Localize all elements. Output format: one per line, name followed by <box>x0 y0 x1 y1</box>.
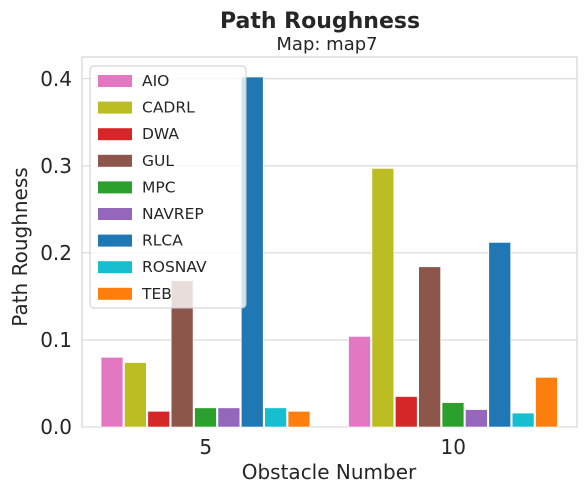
bar-dwa-10 <box>395 396 418 428</box>
bar-navrep-10 <box>465 409 488 428</box>
y-tick-label: 0.1 <box>40 328 72 352</box>
chart-subtitle: Map: map7 <box>276 34 377 55</box>
bar-aio-5 <box>100 357 124 428</box>
legend-swatch-mpc <box>98 181 132 194</box>
bar-mpc-5 <box>194 407 217 428</box>
bar-teb-5 <box>287 411 311 428</box>
bar-mpc-10 <box>441 402 465 428</box>
legend-swatch-gul <box>98 154 132 167</box>
x-tick-label: 10 <box>441 435 466 459</box>
legend-box <box>89 65 247 309</box>
chart-title: Path Roughness <box>220 9 420 34</box>
legend-swatch-aio <box>98 75 132 87</box>
legend-label-gul: GUL <box>142 152 174 170</box>
bar-rlca-10 <box>488 242 511 428</box>
bar-cadrl-10 <box>371 168 395 428</box>
bar-navrep-5 <box>217 407 241 428</box>
legend-swatch-navrep <box>98 208 132 220</box>
legend-label-dwa: DWA <box>142 125 179 143</box>
y-axis-label: Path Roughness <box>8 167 32 326</box>
legend-label-mpc: MPC <box>142 178 176 196</box>
legend-swatch-rlca <box>98 234 132 247</box>
x-tick-label: 5 <box>199 435 212 459</box>
y-tick-label: 0.4 <box>40 67 72 91</box>
legend-label-aio: AIO <box>142 72 169 90</box>
legend-label-teb: TEB <box>141 285 172 303</box>
legend-swatch-rosnav <box>98 261 132 274</box>
bar-gul-10 <box>418 266 441 428</box>
legend-label-cadrl: CADRL <box>142 99 195 117</box>
bar-dwa-5 <box>147 411 170 428</box>
y-tick-label: 0.0 <box>40 415 72 439</box>
legend-label-navrep: NAVREP <box>142 205 204 223</box>
x-axis-label: Obstacle Number <box>242 460 417 484</box>
bar-rosnav-10 <box>511 412 535 428</box>
bar-aio-10 <box>348 336 371 428</box>
legend-swatch-dwa <box>98 128 132 141</box>
bar-cadrl-5 <box>124 362 147 428</box>
y-tick-label: 0.2 <box>40 241 72 265</box>
bar-rosnav-5 <box>264 407 287 428</box>
legend: AIO CADRL DWA GUL MPC NAVREP RLCA ROSNAV TEB <box>89 65 247 309</box>
legend-swatch-cadrl <box>98 101 132 114</box>
bar-teb-10 <box>535 377 558 428</box>
y-tick-label: 0.3 <box>40 154 72 178</box>
legend-swatch-teb <box>98 287 132 300</box>
legend-label-rlca: RLCA <box>142 232 183 250</box>
legend-label-rosnav: ROSNAV <box>142 258 207 276</box>
